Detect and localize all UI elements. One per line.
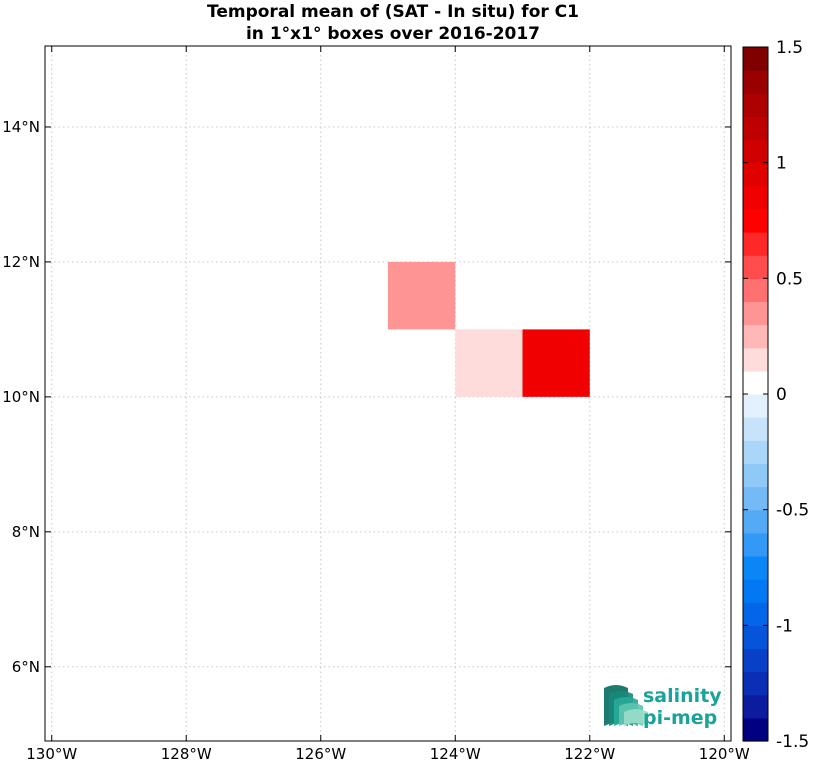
colorbar-segment xyxy=(743,70,768,94)
plot-background xyxy=(45,46,731,741)
colorbar-segment xyxy=(743,278,768,303)
colorbar-segment xyxy=(743,347,768,372)
colorbar-segment xyxy=(743,394,768,418)
y-tick-label: 6°N xyxy=(12,658,40,676)
colorbar-segment xyxy=(743,579,768,603)
colorbar-segment xyxy=(743,93,768,117)
colorbar-segment xyxy=(743,208,768,233)
colorbar-segment xyxy=(743,255,768,279)
colorbar-segment xyxy=(743,625,768,650)
y-tick-label: 12°N xyxy=(2,253,40,271)
colorbar-tick-label: 1.5 xyxy=(776,38,803,58)
colorbar-segment xyxy=(743,486,768,511)
y-tick-label: 10°N xyxy=(2,388,40,406)
y-tick-label: 14°N xyxy=(2,118,40,136)
colorbar-segment xyxy=(743,648,768,673)
colorbar-tick-label: 0 xyxy=(776,385,787,405)
colorbar-tick-label: 0.5 xyxy=(776,269,803,289)
colorbar-segment xyxy=(743,417,768,441)
colorbar-segment xyxy=(743,370,768,395)
colorbar-segment xyxy=(743,301,768,326)
x-tick-label: 128°W xyxy=(161,745,212,763)
x-tick-label: 130°W xyxy=(26,745,77,763)
plot-frame xyxy=(44,45,732,742)
chart-title-line-2: in 1°x1° boxes over 2016-2017 xyxy=(246,24,540,44)
plot-area: 130°W 128°W 126°W 124°W 122°W 120°W 6°N 8°N 10°N… xyxy=(2,45,750,763)
y-tick-label: 8°N xyxy=(12,523,40,541)
colorbar-segment xyxy=(743,324,768,349)
colorbar-segment xyxy=(743,717,768,742)
colorbar-segment xyxy=(743,555,768,580)
colorbar-segment xyxy=(743,671,768,696)
x-tick-label: 120°W xyxy=(699,745,750,763)
colorbar-segment xyxy=(743,602,768,626)
colorbar-segment xyxy=(743,116,768,141)
colorbar-segment xyxy=(743,162,768,187)
colorbar-segment xyxy=(743,463,768,488)
colorbar-segment xyxy=(743,694,768,719)
colorbar-tick-label: -1.5 xyxy=(776,732,809,752)
colorbar-tick-label: -1 xyxy=(776,616,793,636)
logo-wave xyxy=(624,709,648,726)
chart-title-line-1: Temporal mean of (SAT - In situ) for C1 xyxy=(207,2,579,22)
logo-text-line-2: pi-mep xyxy=(643,707,717,729)
colorbar-tick-label: -0.5 xyxy=(776,501,809,521)
colorbar-segment xyxy=(743,532,768,557)
data-cell xyxy=(455,329,523,397)
data-cell xyxy=(522,329,590,397)
x-tick-label: 122°W xyxy=(564,745,615,763)
colorbar-segment xyxy=(743,47,768,71)
colorbar-segment xyxy=(743,232,768,256)
logo-text-line-1: salinity xyxy=(643,685,722,707)
x-tick-label: 126°W xyxy=(295,745,346,763)
colorbar: 1.5 1 0.5 0 -0.5 -1 -1.5 xyxy=(742,38,809,752)
colorbar-segment xyxy=(743,509,768,534)
colorbar-tick-label: 1 xyxy=(776,154,787,174)
colorbar-segment xyxy=(743,185,768,210)
x-tick-label: 124°W xyxy=(430,745,481,763)
colorbar-segment xyxy=(743,139,768,164)
colorbar-segment xyxy=(743,440,768,464)
data-cell xyxy=(388,261,456,330)
